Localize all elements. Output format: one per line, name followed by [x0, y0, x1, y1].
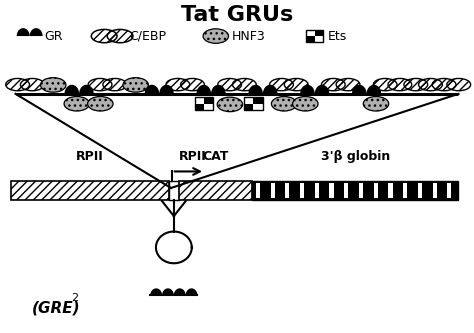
Ellipse shape: [363, 97, 389, 111]
Polygon shape: [366, 85, 381, 94]
Text: RPII: RPII: [179, 150, 206, 163]
Polygon shape: [79, 85, 94, 94]
Bar: [306, 36, 315, 42]
Bar: [403, 183, 407, 198]
Text: Ets: Ets: [328, 30, 346, 43]
Bar: [244, 104, 254, 110]
Bar: [256, 183, 260, 198]
Ellipse shape: [64, 97, 90, 111]
Text: C/EBP: C/EBP: [129, 30, 166, 43]
Bar: [329, 183, 334, 198]
Polygon shape: [159, 85, 174, 94]
Ellipse shape: [292, 97, 318, 111]
Bar: [271, 183, 274, 198]
Bar: [254, 104, 263, 110]
Polygon shape: [248, 85, 263, 94]
Polygon shape: [263, 85, 277, 94]
Text: 2: 2: [71, 293, 78, 303]
Bar: [389, 183, 392, 198]
Ellipse shape: [203, 29, 228, 43]
Bar: [359, 183, 363, 198]
Polygon shape: [211, 85, 226, 94]
Polygon shape: [174, 288, 186, 295]
Bar: [315, 30, 323, 36]
Bar: [315, 36, 323, 42]
Polygon shape: [162, 288, 174, 295]
Ellipse shape: [123, 78, 148, 92]
Text: HNF3: HNF3: [231, 30, 265, 43]
Bar: [179, 181, 252, 199]
Bar: [300, 183, 304, 198]
Bar: [418, 183, 422, 198]
Bar: [195, 97, 213, 110]
Bar: [344, 183, 348, 198]
Text: CAT: CAT: [202, 150, 229, 163]
Bar: [252, 181, 458, 199]
Bar: [306, 30, 323, 42]
Text: 3'β globin: 3'β globin: [320, 150, 390, 163]
Bar: [11, 181, 169, 199]
Ellipse shape: [217, 97, 243, 112]
Polygon shape: [352, 85, 366, 94]
Bar: [169, 181, 179, 199]
Text: RPII: RPII: [76, 150, 104, 163]
Polygon shape: [315, 85, 329, 94]
Polygon shape: [30, 28, 43, 36]
Bar: [447, 183, 451, 198]
Bar: [244, 97, 263, 110]
Ellipse shape: [272, 97, 297, 111]
Bar: [315, 183, 319, 198]
Polygon shape: [150, 288, 162, 295]
Bar: [244, 97, 254, 104]
Bar: [204, 104, 213, 110]
Text: GR: GR: [45, 30, 63, 43]
Bar: [306, 30, 315, 36]
Polygon shape: [300, 85, 315, 94]
Polygon shape: [186, 288, 197, 295]
Text: (GRE): (GRE): [32, 300, 81, 315]
Ellipse shape: [40, 78, 66, 92]
Bar: [374, 183, 378, 198]
Bar: [195, 97, 204, 104]
Bar: [285, 183, 289, 198]
Polygon shape: [145, 85, 159, 94]
Polygon shape: [64, 85, 79, 94]
Polygon shape: [197, 85, 211, 94]
Text: Tat GRUs: Tat GRUs: [181, 5, 293, 25]
Bar: [254, 97, 263, 104]
Bar: [195, 104, 204, 110]
Ellipse shape: [88, 97, 113, 111]
Bar: [204, 97, 213, 104]
Polygon shape: [17, 28, 30, 36]
Bar: [433, 183, 437, 198]
